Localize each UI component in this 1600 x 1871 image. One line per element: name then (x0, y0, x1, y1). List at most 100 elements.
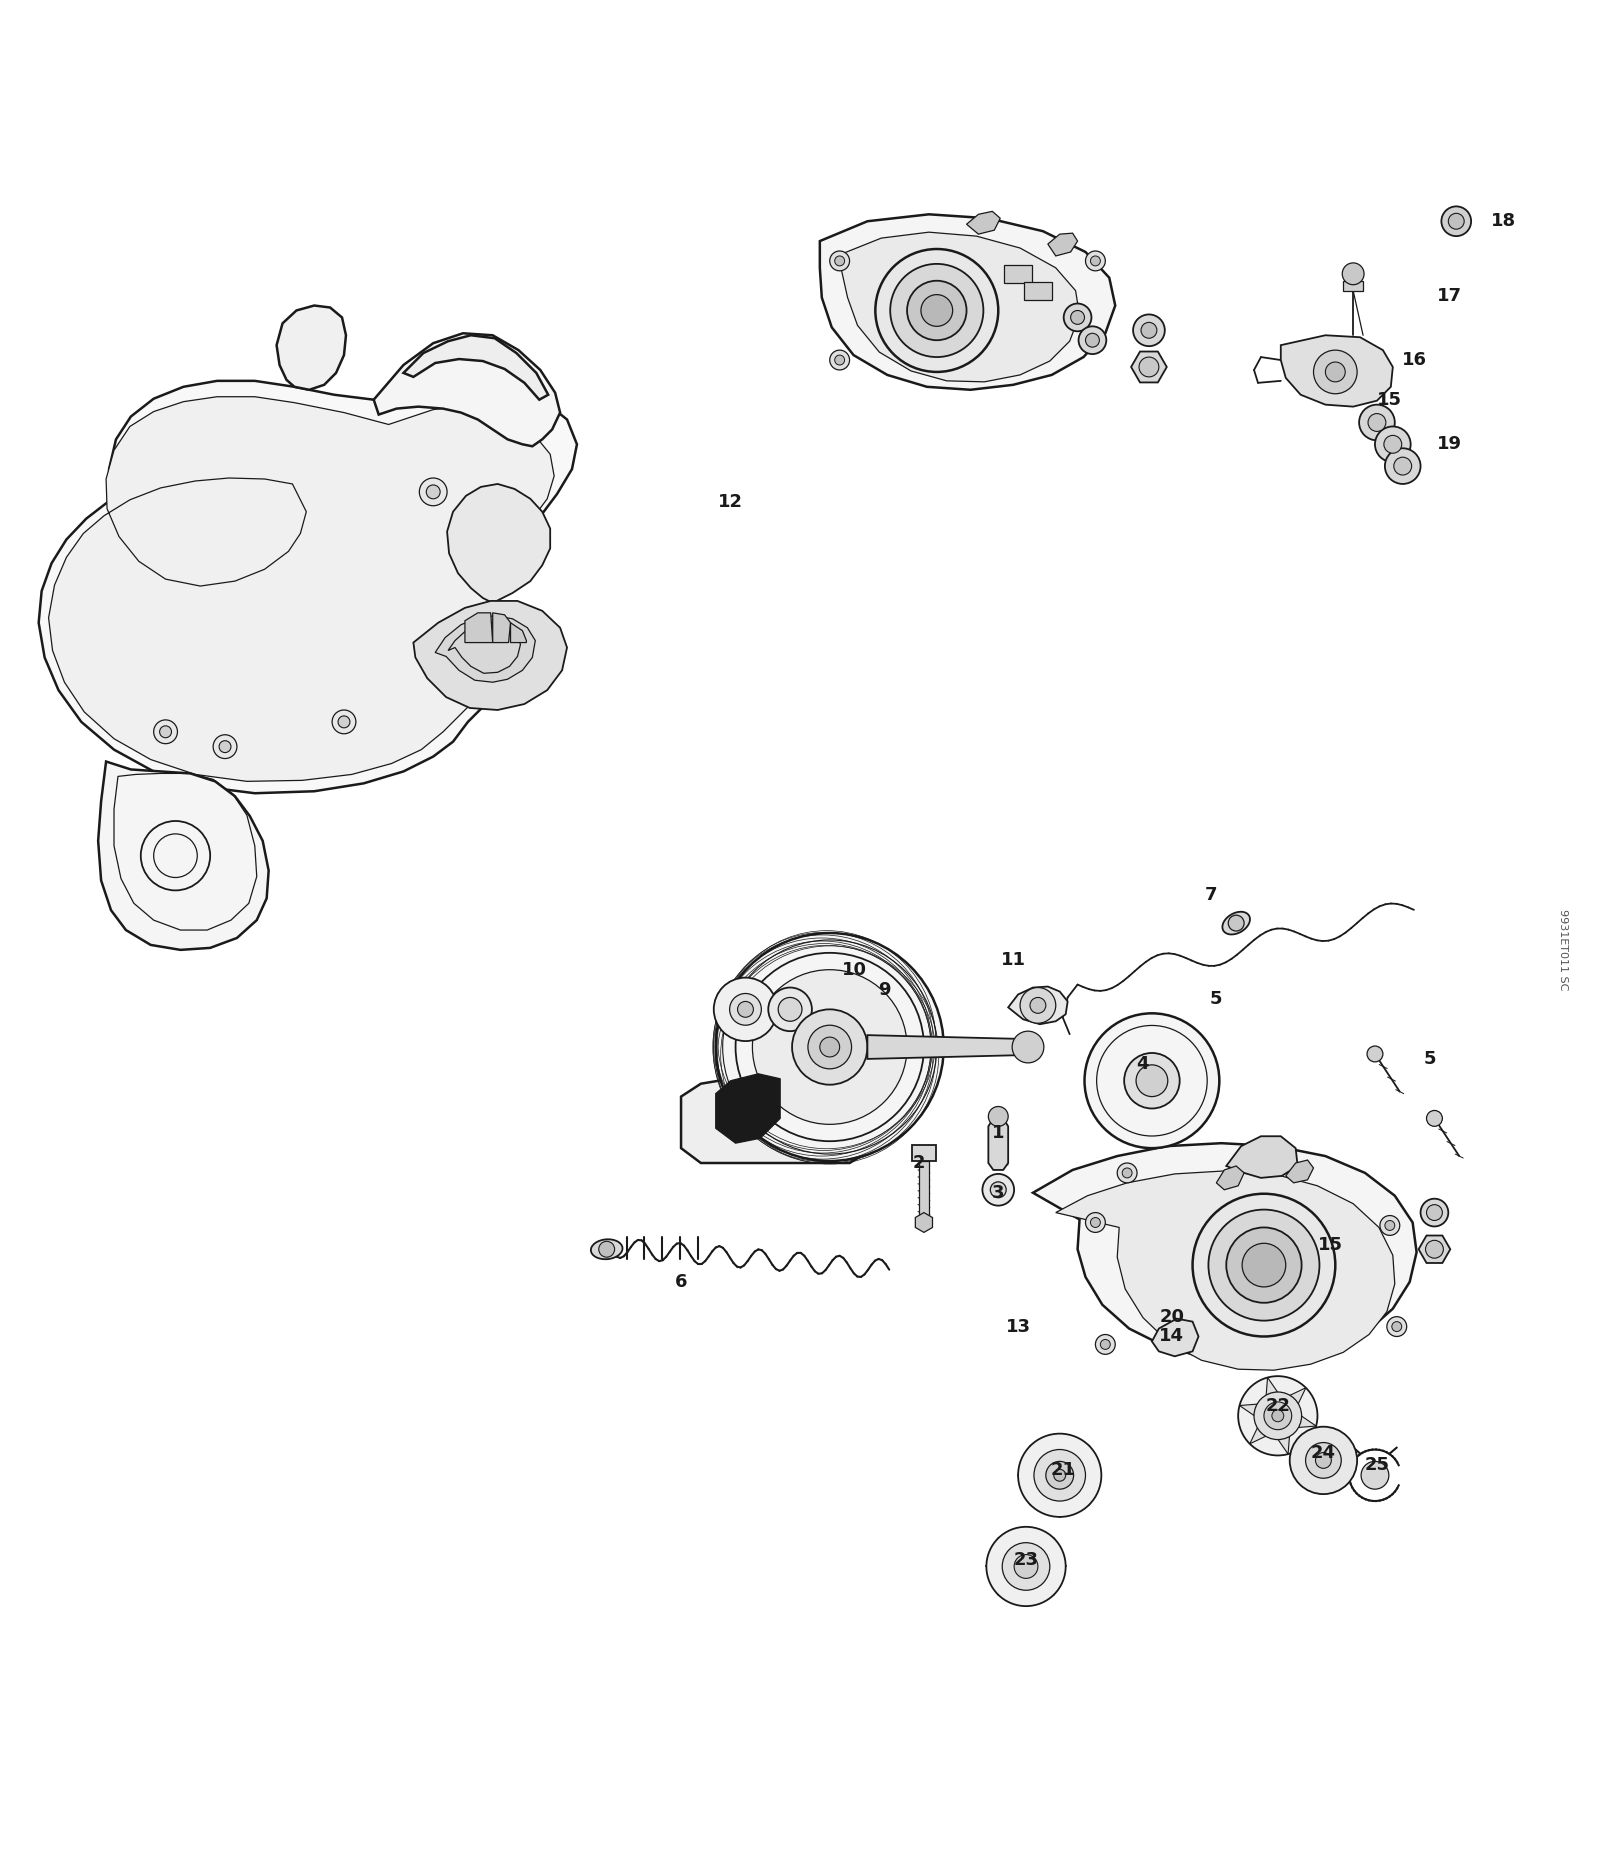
Polygon shape (1226, 1136, 1298, 1179)
Polygon shape (867, 1035, 1029, 1059)
Circle shape (1091, 256, 1101, 266)
Circle shape (1386, 449, 1421, 485)
Circle shape (922, 294, 952, 326)
Circle shape (1387, 1317, 1406, 1336)
Circle shape (1264, 1401, 1291, 1429)
Text: 23: 23 (1013, 1551, 1038, 1568)
Circle shape (1125, 1053, 1179, 1108)
Circle shape (1379, 1216, 1400, 1235)
Polygon shape (1008, 986, 1067, 1023)
Circle shape (1272, 1411, 1283, 1422)
Circle shape (1374, 427, 1411, 462)
Circle shape (1091, 1218, 1101, 1227)
Circle shape (598, 1240, 614, 1257)
Circle shape (1421, 1199, 1448, 1227)
Polygon shape (1250, 1428, 1266, 1444)
Polygon shape (1286, 1160, 1314, 1182)
Text: 1: 1 (992, 1124, 1005, 1143)
Polygon shape (446, 485, 550, 602)
Text: 12: 12 (718, 492, 742, 511)
Circle shape (1078, 326, 1106, 354)
Circle shape (1362, 1461, 1389, 1489)
Polygon shape (915, 1212, 933, 1233)
Circle shape (738, 1001, 754, 1018)
Text: 16: 16 (1402, 352, 1427, 369)
Circle shape (1208, 1209, 1320, 1321)
Text: 3: 3 (992, 1184, 1005, 1201)
Text: 11: 11 (1000, 950, 1026, 969)
Circle shape (714, 979, 778, 1040)
Polygon shape (819, 215, 1115, 389)
Circle shape (1085, 251, 1106, 271)
Circle shape (990, 1182, 1006, 1197)
Circle shape (835, 355, 845, 365)
Polygon shape (493, 614, 510, 642)
Polygon shape (1266, 1377, 1277, 1396)
Circle shape (982, 1173, 1014, 1205)
Circle shape (1139, 357, 1158, 376)
Polygon shape (1299, 1416, 1317, 1428)
Text: 15: 15 (1378, 391, 1402, 408)
Circle shape (1229, 915, 1245, 932)
Text: 17: 17 (1437, 286, 1462, 305)
Polygon shape (1240, 1403, 1258, 1416)
Polygon shape (1216, 1166, 1245, 1190)
Polygon shape (435, 616, 536, 683)
Polygon shape (466, 614, 493, 642)
Circle shape (989, 1106, 1008, 1126)
Circle shape (213, 735, 237, 758)
Polygon shape (1024, 283, 1051, 299)
Text: 9931ET011 SC: 9931ET011 SC (1558, 909, 1568, 990)
Circle shape (768, 988, 811, 1031)
Text: 24: 24 (1310, 1444, 1336, 1463)
Circle shape (1384, 436, 1402, 453)
Circle shape (1192, 1194, 1336, 1336)
Polygon shape (448, 623, 520, 674)
Circle shape (1254, 1392, 1302, 1439)
Circle shape (1426, 1240, 1443, 1257)
Polygon shape (715, 1074, 781, 1143)
Circle shape (338, 717, 350, 728)
Text: 2: 2 (912, 1154, 925, 1171)
Circle shape (1448, 213, 1464, 228)
Text: 5: 5 (1210, 990, 1222, 1008)
Circle shape (1314, 350, 1357, 393)
Circle shape (715, 934, 944, 1162)
Text: 20: 20 (1160, 1308, 1184, 1327)
Circle shape (1325, 361, 1346, 382)
Text: 21: 21 (1050, 1461, 1075, 1480)
Text: 22: 22 (1266, 1398, 1290, 1414)
Circle shape (1427, 1205, 1442, 1220)
Polygon shape (1344, 281, 1363, 290)
Circle shape (1085, 1212, 1106, 1233)
Circle shape (875, 249, 998, 372)
Circle shape (1085, 1014, 1219, 1149)
Text: 18: 18 (1491, 211, 1517, 230)
Circle shape (1117, 1164, 1138, 1182)
Text: 5: 5 (1424, 1050, 1435, 1068)
Polygon shape (842, 232, 1080, 382)
Polygon shape (413, 601, 566, 709)
Circle shape (1101, 1340, 1110, 1349)
Circle shape (1238, 1377, 1317, 1456)
Circle shape (907, 281, 966, 341)
Polygon shape (1034, 1143, 1416, 1362)
Polygon shape (510, 623, 526, 642)
Polygon shape (912, 1145, 936, 1162)
Circle shape (1014, 1555, 1038, 1579)
Circle shape (835, 256, 845, 266)
Text: 7: 7 (1205, 887, 1218, 904)
Circle shape (830, 350, 850, 370)
Polygon shape (1278, 1437, 1290, 1454)
Circle shape (1136, 1065, 1168, 1096)
Circle shape (1242, 1244, 1286, 1287)
Polygon shape (98, 761, 269, 950)
Text: 8: 8 (734, 1124, 747, 1143)
Polygon shape (1280, 335, 1394, 406)
Circle shape (730, 994, 762, 1025)
Circle shape (1046, 1461, 1074, 1489)
Circle shape (1442, 206, 1470, 236)
Circle shape (830, 251, 850, 271)
Text: 25: 25 (1365, 1456, 1389, 1474)
Ellipse shape (1222, 911, 1250, 934)
